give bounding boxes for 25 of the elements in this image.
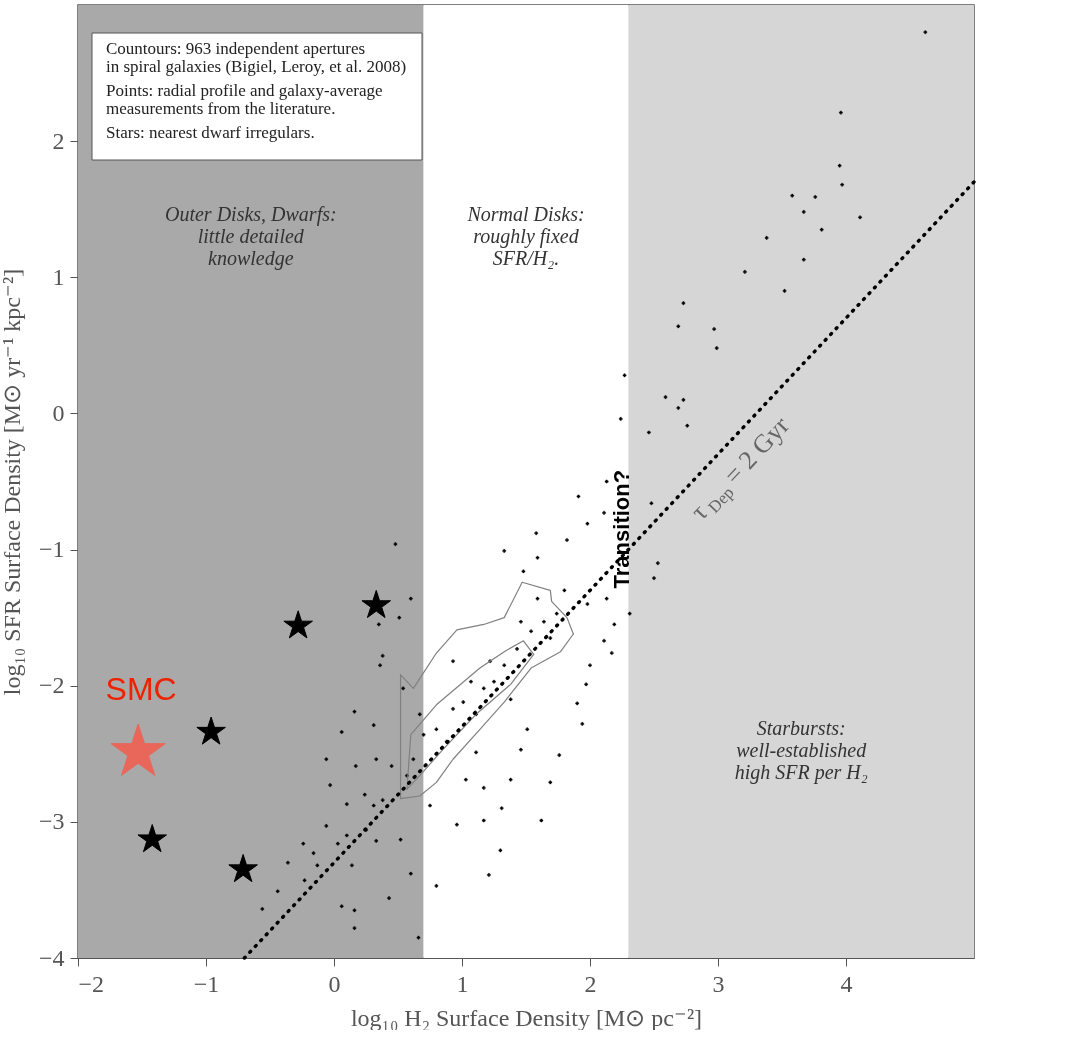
x-tick-label: −2 — [78, 970, 105, 997]
y-tick-label: −2 — [38, 672, 65, 699]
text: τDep = 2 Gyr — [684, 410, 796, 526]
x-tick-label: 0 — [328, 970, 341, 997]
band-label: Starbursts: well-established high SFR per H₂ — [734, 717, 868, 785]
y-tick-label: −3 — [38, 808, 65, 835]
y-tick-label: 1 — [52, 263, 65, 290]
y-axis-title: log₁₀ SFR Surface Density [M⊙ yr⁻¹ kpc⁻²] — [0, 268, 25, 696]
y-tick-label: 0 — [52, 399, 65, 426]
annotation: Points: radial profile and galaxy-average measurements from the literature. — [106, 81, 383, 118]
x-axis-title: log₁₀ H₂ Surface Density [M⊙ pc⁻²] — [350, 1004, 703, 1031]
annotation: Transition? — [608, 469, 634, 589]
band-label: Normal Disks: roughly fixed SFR/H₂. — [466, 202, 585, 269]
series-label: SMC — [105, 671, 177, 708]
y-tick-label: 2 — [52, 127, 65, 154]
x-tick-label: −1 — [193, 970, 220, 997]
band-label: Outer Disks, Dwarfs: little detailed knowledge — [164, 202, 337, 270]
x-tick-label: 4 — [840, 970, 853, 997]
x-tick-label: 1 — [456, 970, 469, 997]
annotation: Stars: nearest dwarf irregulars. — [106, 123, 315, 142]
y-tick-label: −4 — [38, 944, 65, 971]
annotation: Countours: 963 independent apertures in spiral galaxies (Bigiel, Leroy, et al. 2008) — [106, 39, 407, 76]
x-tick-label: 2 — [584, 970, 597, 997]
y-tick-label: −1 — [38, 536, 65, 563]
x-tick-label: 3 — [712, 970, 725, 997]
